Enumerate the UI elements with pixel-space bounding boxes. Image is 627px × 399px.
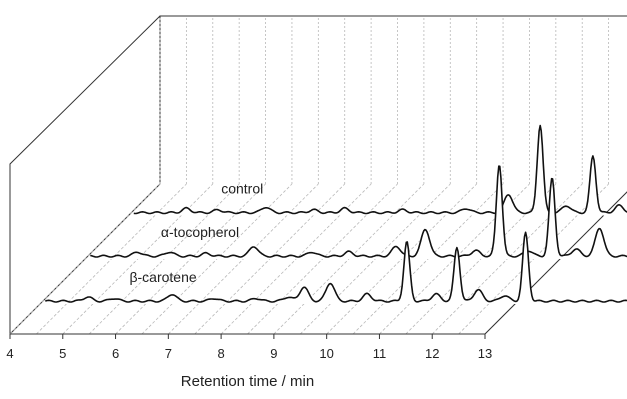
series-line-1 [90, 165, 627, 258]
x-tick-label: 8 [217, 346, 224, 361]
x-tick-label: 12 [425, 346, 439, 361]
x-tick-label: 7 [165, 346, 172, 361]
floor-grid-line [9, 183, 161, 335]
x-tick-label: 11 [373, 346, 387, 361]
trace-label-alpha-tocopherol: α-tocopherol [161, 224, 239, 240]
series-line-0 [45, 231, 627, 303]
x-tick-label: 4 [6, 346, 13, 361]
trace-label-beta-carotene: β-carotene [129, 269, 196, 285]
x-tick-label: 5 [59, 346, 66, 361]
x-axis-title: Retention time / min [181, 373, 314, 390]
x-tick-label: 6 [112, 346, 119, 361]
back-wall [159, 15, 627, 184]
side-wall [9, 15, 161, 334]
x-tick-label: 9 [270, 346, 277, 361]
x-tick-label: 13 [478, 346, 492, 361]
trace-label-control: control [221, 181, 263, 197]
x-tick-label: 10 [319, 346, 333, 361]
